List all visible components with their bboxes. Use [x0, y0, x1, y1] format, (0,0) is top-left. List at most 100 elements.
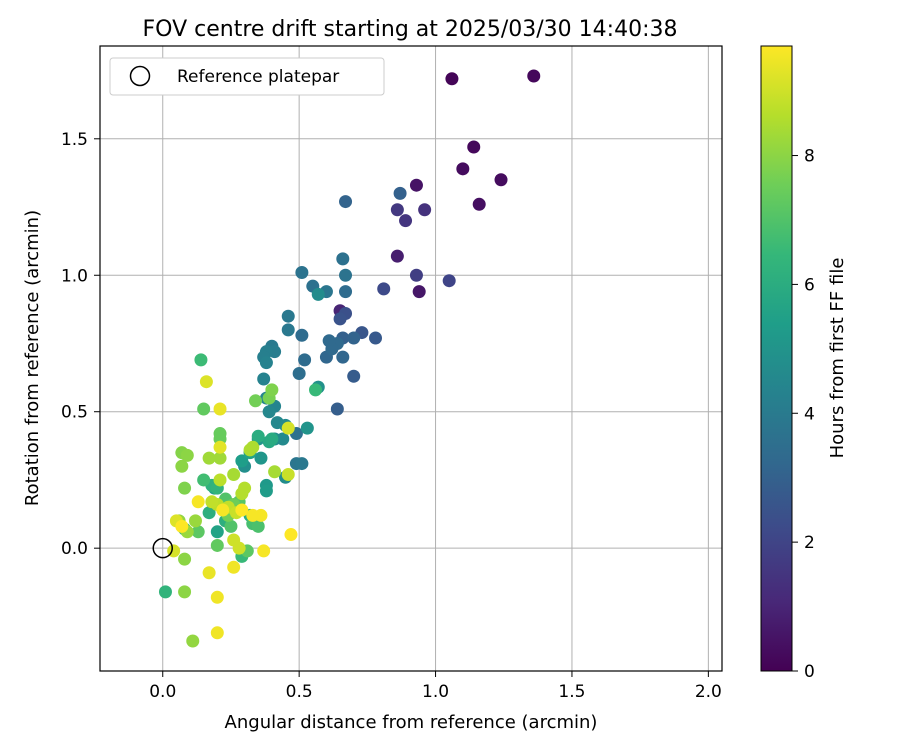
- data-point: [336, 350, 350, 364]
- x-tick-label: 1.0: [422, 682, 449, 702]
- data-point: [232, 541, 246, 555]
- y-tick-label: 0.0: [61, 539, 88, 559]
- data-point: [202, 566, 216, 580]
- y-axis: 0.0 0.5 1.0 1.5: [61, 130, 100, 559]
- data-point: [216, 503, 230, 517]
- data-point: [527, 69, 541, 83]
- data-point: [295, 457, 309, 471]
- data-point: [339, 268, 353, 282]
- chart-title: FOV centre drift starting at 2025/03/30 …: [143, 17, 678, 42]
- colorbar-scale: [760, 45, 793, 672]
- data-point: [178, 481, 192, 495]
- data-point: [281, 323, 295, 337]
- legend-marker-open-circle: [129, 65, 151, 87]
- x-axis: 0.0 0.5 1.0 1.5 2.0: [149, 671, 722, 702]
- data-point: [390, 203, 404, 217]
- data-points: [158, 69, 541, 648]
- colorbar-tick-label: 8: [804, 147, 815, 167]
- data-point: [191, 495, 205, 509]
- data-point: [210, 626, 224, 640]
- data-point: [281, 467, 295, 481]
- data-point: [191, 525, 205, 539]
- data-point: [199, 375, 213, 389]
- data-point: [409, 178, 423, 192]
- data-point: [295, 266, 309, 280]
- colorbar: 0 2 4 6 8: [760, 45, 815, 682]
- data-point: [205, 495, 219, 509]
- colorbar-tick-label: 2: [804, 533, 815, 553]
- data-point: [399, 214, 413, 228]
- data-point: [210, 525, 224, 539]
- y-tick-label: 0.5: [61, 403, 88, 423]
- data-point: [292, 367, 306, 381]
- data-point: [309, 383, 323, 397]
- data-point: [393, 186, 407, 200]
- legend-box: [109, 57, 385, 96]
- data-point: [251, 429, 265, 443]
- data-point: [442, 274, 456, 288]
- data-point: [235, 454, 249, 468]
- y-tick-label: 1.0: [61, 266, 88, 286]
- data-point: [202, 451, 216, 465]
- data-point: [322, 334, 336, 348]
- data-point: [369, 331, 383, 345]
- data-point: [194, 353, 208, 367]
- data-point: [467, 140, 481, 154]
- data-point: [339, 285, 353, 299]
- data-point: [175, 459, 189, 473]
- y-tick-label: 1.5: [61, 130, 88, 150]
- data-point: [202, 506, 216, 520]
- data-point: [298, 353, 312, 367]
- data-point: [295, 328, 309, 342]
- legend-label: Reference platepar: [177, 67, 339, 87]
- data-point: [210, 590, 224, 604]
- colorbar-tick-label: 0: [804, 662, 815, 682]
- data-point: [224, 519, 238, 533]
- data-point: [213, 451, 227, 465]
- data-point: [175, 519, 189, 533]
- data-point: [257, 544, 271, 558]
- data-point: [213, 440, 227, 454]
- data-point: [235, 503, 249, 517]
- data-point: [213, 473, 227, 487]
- data-point: [445, 72, 459, 86]
- data-point: [243, 443, 257, 457]
- data-point: [268, 465, 282, 479]
- data-point: [246, 508, 260, 522]
- data-point: [377, 282, 391, 296]
- data-point: [178, 552, 192, 566]
- reference-marker: [152, 537, 173, 559]
- grid-lines: [100, 46, 722, 671]
- data-point: [409, 268, 423, 282]
- data-point: [265, 383, 279, 397]
- reference-point: [152, 537, 173, 559]
- data-point: [227, 467, 241, 481]
- data-point: [227, 560, 241, 574]
- data-point: [281, 309, 295, 323]
- plot-frame: [99, 45, 723, 672]
- data-point: [390, 249, 404, 263]
- data-point: [311, 287, 325, 301]
- data-point: [412, 285, 426, 299]
- data-point: [281, 421, 295, 435]
- data-point: [347, 331, 361, 345]
- data-point: [333, 312, 347, 326]
- data-point: [188, 514, 202, 528]
- data-point: [456, 162, 470, 176]
- x-axis-label: Angular distance from reference (arcmin): [225, 712, 598, 733]
- data-point: [418, 203, 432, 217]
- data-point: [265, 432, 279, 446]
- colorbar-tick-label: 4: [804, 404, 815, 424]
- colorbar-tick-label: 6: [804, 275, 815, 295]
- data-point: [257, 372, 271, 386]
- data-point: [186, 634, 200, 648]
- data-point: [300, 421, 314, 435]
- data-point: [347, 369, 361, 383]
- data-point: [330, 402, 344, 416]
- data-point: [210, 538, 224, 552]
- x-tick-label: 0.0: [149, 682, 176, 702]
- x-tick-label: 0.5: [286, 682, 313, 702]
- x-tick-label: 2.0: [695, 682, 722, 702]
